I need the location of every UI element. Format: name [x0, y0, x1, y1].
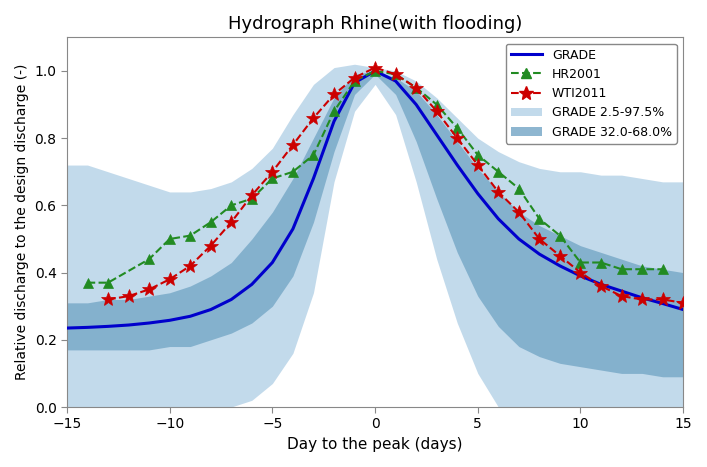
- WTI2011: [186, 263, 194, 269]
- WTI2011: [556, 253, 564, 259]
- GRADE: [227, 297, 235, 302]
- GRADE: [494, 216, 503, 222]
- GRADE: [206, 307, 215, 312]
- WTI2011: [124, 293, 133, 299]
- WTI2011: [679, 300, 687, 305]
- GRADE: [124, 322, 133, 328]
- GRADE: [350, 80, 358, 85]
- HR2001: [83, 280, 92, 285]
- GRADE: [535, 251, 544, 257]
- HR2001: [371, 68, 380, 74]
- HR2001: [247, 196, 256, 201]
- GRADE: [83, 325, 92, 330]
- GRADE: [556, 263, 564, 269]
- GRADE: [268, 260, 276, 265]
- HR2001: [453, 125, 462, 131]
- HR2001: [350, 78, 358, 84]
- GRADE: [412, 102, 421, 107]
- WTI2011: [576, 270, 585, 276]
- WTI2011: [288, 142, 297, 148]
- WTI2011: [104, 297, 112, 302]
- WTI2011: [392, 71, 400, 77]
- HR2001: [288, 169, 297, 175]
- Title: Hydrograph Rhine(with flooding): Hydrograph Rhine(with flooding): [228, 15, 522, 33]
- GRADE: [679, 307, 687, 312]
- WTI2011: [638, 297, 646, 302]
- HR2001: [104, 280, 112, 285]
- WTI2011: [474, 162, 482, 168]
- WTI2011: [309, 115, 317, 121]
- WTI2011: [227, 219, 235, 225]
- GRADE: [329, 119, 338, 124]
- WTI2011: [658, 297, 667, 302]
- HR2001: [186, 233, 194, 239]
- WTI2011: [329, 92, 338, 97]
- WTI2011: [350, 75, 358, 80]
- WTI2011: [453, 135, 462, 141]
- HR2001: [597, 260, 605, 265]
- Legend: GRADE, HR2001, WTI2011, GRADE 2.5-97.5%, GRADE 32.0-68.0%: GRADE, HR2001, WTI2011, GRADE 2.5-97.5%,…: [506, 43, 677, 143]
- WTI2011: [268, 169, 276, 175]
- GRADE: [658, 301, 667, 306]
- Line: GRADE: GRADE: [67, 71, 683, 328]
- WTI2011: [617, 293, 626, 299]
- WTI2011: [145, 287, 153, 292]
- WTI2011: [165, 276, 174, 282]
- HR2001: [617, 267, 626, 272]
- GRADE: [515, 236, 523, 242]
- GRADE: [597, 282, 605, 287]
- HR2001: [535, 216, 544, 222]
- GRADE: [576, 273, 585, 279]
- GRADE: [145, 320, 153, 326]
- HR2001: [329, 108, 338, 114]
- GRADE: [63, 325, 71, 331]
- HR2001: [474, 152, 482, 158]
- HR2001: [515, 186, 523, 191]
- HR2001: [658, 267, 667, 272]
- GRADE: [104, 324, 112, 329]
- HR2001: [165, 236, 174, 242]
- WTI2011: [535, 236, 544, 242]
- GRADE: [392, 78, 400, 84]
- WTI2011: [206, 243, 215, 248]
- GRADE: [617, 288, 626, 294]
- GRADE: [165, 318, 174, 323]
- X-axis label: Day to the peak (days): Day to the peak (days): [287, 437, 463, 452]
- GRADE: [638, 295, 646, 301]
- HR2001: [494, 169, 503, 175]
- HR2001: [576, 260, 585, 265]
- GRADE: [474, 191, 482, 197]
- HR2001: [392, 71, 400, 77]
- WTI2011: [412, 85, 421, 91]
- HR2001: [556, 233, 564, 239]
- GRADE: [453, 162, 462, 168]
- HR2001: [638, 267, 646, 272]
- WTI2011: [515, 209, 523, 215]
- GRADE: [247, 282, 256, 287]
- Line: WTI2011: WTI2011: [101, 61, 690, 310]
- HR2001: [433, 102, 441, 107]
- HR2001: [268, 176, 276, 181]
- HR2001: [227, 203, 235, 208]
- GRADE: [288, 226, 297, 232]
- Line: HR2001: HR2001: [83, 66, 667, 288]
- HR2001: [412, 85, 421, 91]
- WTI2011: [597, 283, 605, 289]
- WTI2011: [247, 192, 256, 198]
- WTI2011: [494, 189, 503, 195]
- GRADE: [371, 68, 380, 74]
- WTI2011: [371, 65, 380, 71]
- GRADE: [186, 313, 194, 319]
- GRADE: [433, 132, 441, 138]
- Y-axis label: Relative discharge to the design discharge (-): Relative discharge to the design dischar…: [15, 64, 29, 380]
- HR2001: [309, 152, 317, 158]
- WTI2011: [433, 108, 441, 114]
- HR2001: [206, 219, 215, 225]
- HR2001: [145, 256, 153, 262]
- GRADE: [309, 176, 317, 181]
